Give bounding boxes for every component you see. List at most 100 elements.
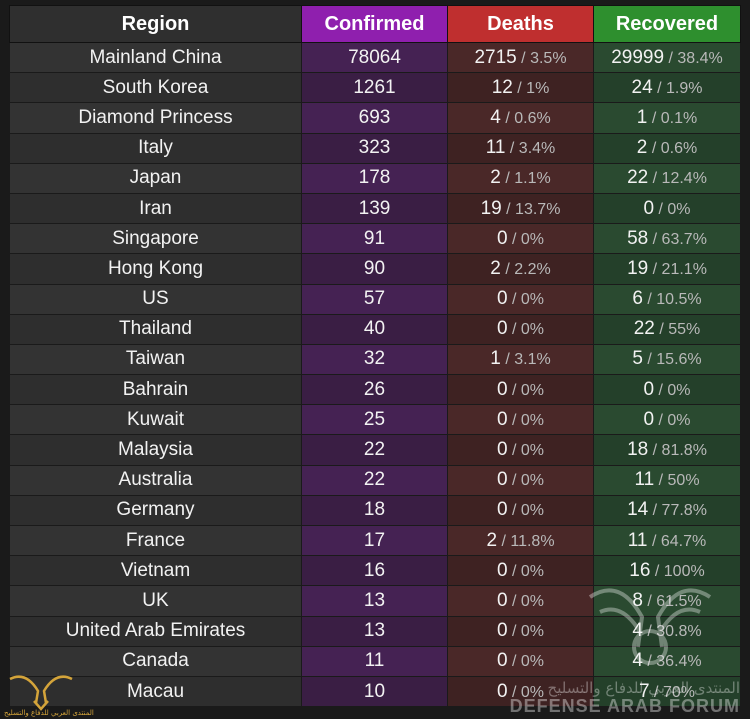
separator: / [647, 532, 661, 550]
deaths-count: 0 [496, 439, 508, 461]
table-row: Canada 11 0 / 0% 4 / 36.4% [9, 645, 741, 677]
recovered-count: 58 [627, 227, 649, 249]
confirmed-cell: 91 [301, 223, 448, 255]
deaths-header[interactable]: Deaths [447, 5, 594, 43]
deaths-count: 19 [480, 197, 502, 219]
recovered-cell: 0 / 0% [593, 404, 741, 436]
recovered-percent: 30.8% [656, 623, 702, 641]
deaths-percent: 3.4% [518, 140, 556, 158]
region-cell: France [9, 524, 302, 557]
region-cell: Italy [9, 132, 302, 164]
deaths-percent: 0% [520, 472, 545, 490]
recovered-count: 5 [632, 348, 643, 370]
deaths-percent: 3.5% [530, 49, 567, 67]
confirmed-cell: 1261 [301, 72, 448, 104]
region-header[interactable]: Region [9, 5, 302, 43]
confirmed-cell: 32 [301, 343, 448, 376]
separator: / [654, 381, 668, 399]
deaths-count: 1 [490, 348, 501, 370]
confirmed-cell: 26 [301, 374, 448, 406]
deaths-count: 0 [496, 589, 508, 611]
separator: / [642, 592, 657, 610]
deaths-percent: 0% [520, 381, 545, 399]
deaths-cell: 2 / 2.2% [447, 253, 594, 285]
deaths-percent: 0% [520, 502, 545, 520]
recovered-header[interactable]: Recovered [593, 5, 741, 43]
recovered-cell: 7 / 70% [593, 675, 741, 708]
recovered-count: 11 [634, 469, 655, 491]
table-row: Japan 178 2 / 1.1% 22 / 12.4% [9, 162, 741, 194]
deaths-percent: 0% [520, 562, 545, 580]
separator: / [507, 562, 521, 580]
recovered-percent: 0.1% [660, 109, 698, 127]
deaths-percent: 13.7% [515, 200, 561, 218]
separator: / [647, 140, 661, 158]
table-row: Bahrain 26 0 / 0% 0 / 0% [9, 374, 741, 406]
confirmed-cell: 323 [301, 132, 448, 164]
deaths-count: 0 [496, 620, 508, 642]
recovered-cell: 58 / 63.7% [593, 223, 741, 255]
recovered-count: 22 [627, 167, 649, 189]
table-row: Mainland China 78064 2715 / 3.5% 29999 / 38… [9, 41, 741, 74]
recovered-count: 29999 [611, 46, 665, 68]
separator: / [507, 472, 521, 490]
recovered-percent: 50% [667, 472, 700, 490]
region-cell: South Korea [9, 72, 302, 104]
separator: / [648, 442, 662, 460]
confirmed-header[interactable]: Confirmed [301, 5, 448, 43]
deaths-cell: 1 / 3.1% [447, 343, 594, 376]
recovered-count: 8 [632, 589, 643, 611]
separator: / [507, 321, 521, 339]
deaths-percent: 0% [520, 592, 545, 610]
recovered-percent: 81.8% [661, 442, 707, 460]
recovered-percent: 10.5% [656, 291, 702, 309]
separator: / [512, 79, 527, 97]
separator: / [507, 381, 521, 399]
deaths-cell: 0 / 0% [447, 615, 594, 647]
recovered-percent: 0% [667, 200, 691, 218]
table-row: France 17 2 / 11.8% 11 / 64.7% [9, 524, 741, 557]
deaths-percent: 0% [520, 623, 545, 641]
separator: / [500, 351, 515, 369]
region-cell: US [9, 283, 302, 315]
confirmed-cell: 57 [301, 283, 448, 315]
deaths-cell: 2 / 1.1% [447, 162, 594, 194]
recovered-count: 2 [636, 137, 648, 159]
deaths-cell: 11 / 3.4% [447, 132, 594, 164]
table-row: Malaysia 22 0 / 0% 18 / 81.8% [9, 434, 741, 466]
recovered-percent: 77.8% [661, 502, 707, 520]
recovered-count: 7 [639, 680, 650, 702]
separator: / [654, 411, 668, 429]
deaths-percent: 3.1% [514, 351, 551, 369]
region-cell: United Arab Emirates [9, 615, 302, 647]
recovered-count: 18 [627, 439, 649, 461]
region-cell: Mainland China [9, 41, 302, 74]
confirmed-cell: 22 [301, 464, 448, 496]
table-row: Thailand 40 0 / 0% 22 / 55% [9, 313, 741, 345]
separator: / [516, 49, 531, 67]
recovered-percent: 64.7% [660, 532, 707, 550]
separator: / [648, 230, 662, 248]
deaths-cell: 19 / 13.7% [447, 192, 594, 225]
deaths-percent: 0% [520, 291, 545, 309]
deaths-count: 2 [490, 167, 501, 189]
deaths-percent: 1% [526, 79, 550, 97]
separator: / [648, 260, 662, 278]
deaths-cell: 0 / 0% [447, 313, 594, 345]
separator: / [650, 562, 664, 580]
deaths-cell: 0 / 0% [447, 404, 594, 436]
recovered-percent: 63.7% [661, 230, 707, 248]
deaths-percent: 2.2% [514, 260, 551, 278]
separator: / [642, 623, 657, 641]
recovered-cell: 18 / 81.8% [593, 434, 741, 466]
deaths-cell: 0 / 0% [447, 585, 594, 617]
deaths-percent: 0% [520, 683, 545, 701]
separator: / [507, 442, 521, 460]
table-row: Germany 18 0 / 0% 14 / 77.8% [9, 494, 741, 527]
separator: / [505, 140, 519, 158]
deaths-count: 0 [496, 680, 508, 702]
recovered-percent: 55% [668, 321, 701, 339]
region-cell: Iran [9, 192, 302, 225]
recovered-count: 0 [643, 378, 655, 400]
deaths-cell: 0 / 0% [447, 464, 594, 496]
